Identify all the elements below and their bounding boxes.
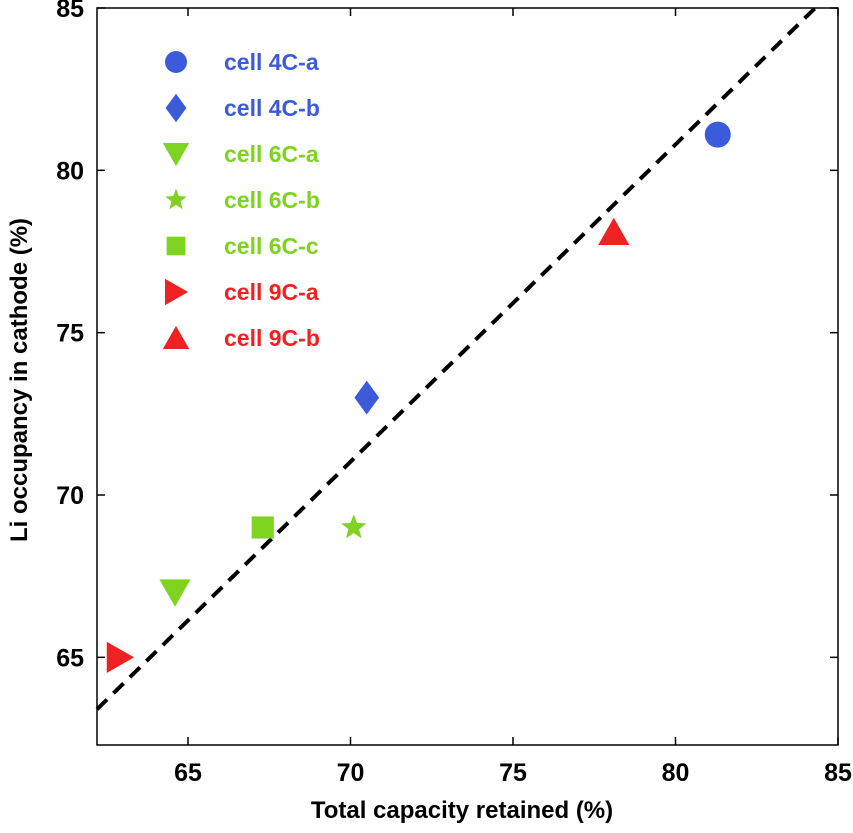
x-axis-label: Total capacity retained (%) (311, 797, 613, 824)
legend-marker (165, 278, 189, 306)
x-tick-label: 70 (337, 759, 365, 787)
y-tick-label: 75 (56, 320, 84, 348)
legend-label: cell 9C-b (224, 325, 320, 351)
legend-label: cell 4C-b (224, 95, 320, 121)
x-tick-label: 85 (824, 759, 852, 787)
data-point-cell-6c-a (159, 579, 191, 607)
legend-marker (162, 143, 190, 167)
legend-marker (165, 188, 187, 210)
data-point-cell-4c-b (354, 380, 380, 415)
y-tick-label: 85 (56, 0, 84, 23)
legend-marker (162, 325, 190, 349)
legend-label: cell 6C-b (224, 187, 320, 213)
legend-marker (165, 93, 187, 123)
data-point-cell-9c-a (106, 641, 135, 673)
legend-label: cell 4C-a (224, 49, 319, 75)
data-point-cell-6c-b (341, 514, 367, 539)
plot-frame (96, 7, 839, 746)
x-tick-label: 65 (174, 759, 202, 787)
x-tick-label: 75 (499, 759, 527, 787)
y-tick-label: 65 (56, 644, 84, 672)
legend-label: cell 9C-a (224, 279, 319, 305)
y-tick-label: 70 (56, 482, 84, 510)
y-tick-label: 80 (56, 157, 84, 185)
legend-marker (165, 51, 187, 73)
fit-line (95, 6, 817, 711)
x-tick-label: 80 (662, 759, 690, 787)
legend-marker (166, 236, 186, 256)
data-point-cell-4c-a (704, 121, 731, 148)
legend-label: cell 6C-a (224, 141, 319, 167)
data-point-cell-6c-c (251, 516, 274, 539)
y-axis-label: Li occupancy in cathode (%) (6, 218, 33, 542)
data-point-cell-9c-b (598, 217, 630, 246)
legend-label: cell 6C-c (224, 233, 319, 259)
